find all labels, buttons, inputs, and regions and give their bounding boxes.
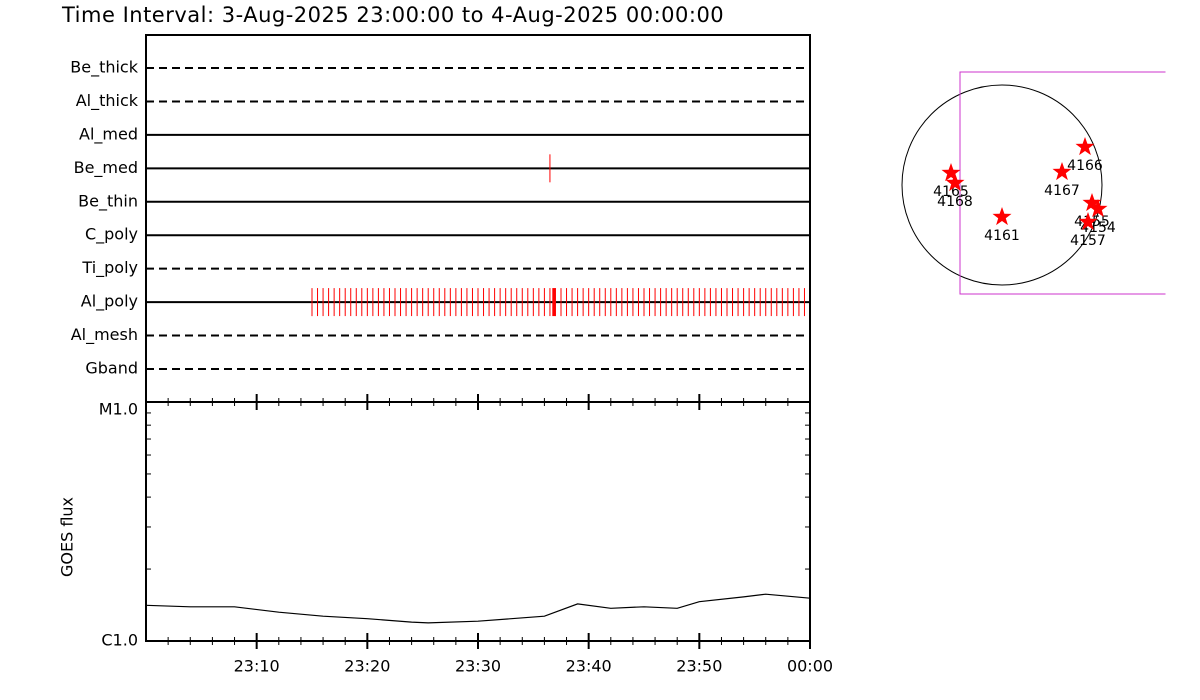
region-label: 4166 [1067, 158, 1103, 174]
x-tick-label: 23:10 [234, 657, 280, 676]
x-tick-label: 23:20 [344, 657, 390, 676]
region-label: 4157 [1070, 233, 1106, 249]
filter-label: C_poly [85, 225, 138, 245]
region-marker [992, 207, 1012, 226]
field-of-view [959, 71, 1166, 295]
sun-map: 41654168416141674166415541544157 [901, 71, 1166, 295]
x-tick-label: 23:50 [676, 657, 722, 676]
x-tick-label: 23:40 [566, 657, 612, 676]
region-marker [941, 163, 961, 182]
y-axis-label: GOES flux [58, 497, 77, 577]
filter-label: Al_thick [76, 91, 139, 111]
region-marker [1052, 162, 1072, 181]
filter-label: Be_med [74, 158, 138, 178]
filter-label: Al_poly [81, 292, 138, 312]
x-tick-label: 23:30 [455, 657, 501, 676]
goes-panel-frame [145, 401, 811, 642]
y-tick-label: C1.0 [101, 631, 138, 650]
filter-label: Gband [85, 358, 138, 377]
filter-label: Al_mesh [71, 325, 138, 345]
x-tick-label: 00:00 [787, 657, 833, 676]
filter-label: Be_thin [78, 191, 138, 211]
chart-title: Time Interval: 3-Aug-2025 23:00:00 to 4-… [61, 3, 724, 27]
filter-label: Ti_poly [81, 258, 138, 278]
region-marker [1082, 193, 1102, 212]
filter-panel-frame [145, 34, 811, 403]
filter-label: Al_med [79, 124, 138, 144]
region-marker [1088, 199, 1108, 218]
goes-curve [145, 593, 811, 624]
solar-disk [901, 84, 1103, 286]
region-label: 4167 [1044, 183, 1080, 199]
region-marker [945, 173, 965, 192]
region-marker [1075, 137, 1095, 156]
filter-label: Be_thick [70, 58, 138, 78]
y-tick-label: M1.0 [99, 400, 138, 419]
region-label: 4168 [937, 194, 973, 210]
region-marker [1078, 212, 1098, 231]
region-label: 4161 [984, 228, 1020, 244]
